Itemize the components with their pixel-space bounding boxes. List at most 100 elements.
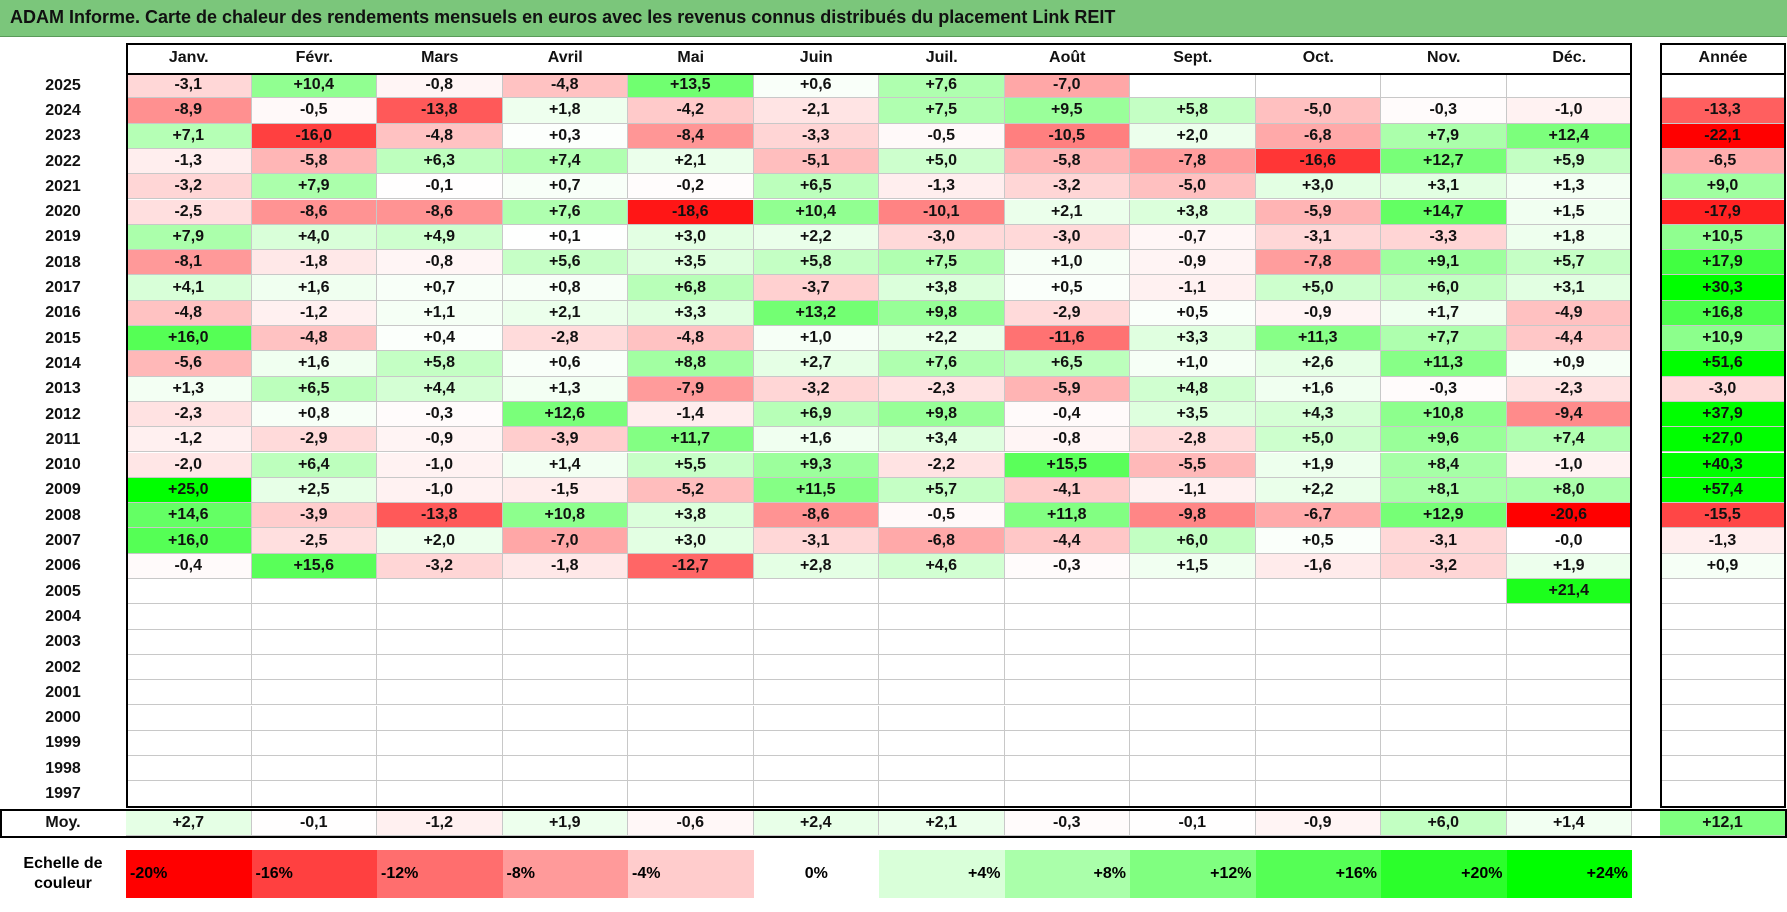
heatmap-cell: +1,1: [377, 300, 503, 326]
heatmap-cell: -1,8: [251, 250, 377, 276]
heatmap-cell: [753, 604, 879, 630]
heatmap-cell: -3,2: [753, 376, 879, 402]
heatmap-cell: [1130, 781, 1256, 807]
heatmap-cell: [628, 680, 754, 706]
heatmap-cell: +2,6: [1255, 351, 1381, 377]
heatmap-cell: +5,7: [879, 477, 1005, 504]
heatmap-cell: +1,6: [1255, 376, 1381, 402]
heatmap-cell: +8,4: [1381, 452, 1507, 478]
heatmap-cell: +6,5: [1004, 351, 1130, 377]
heatmap-cell: [502, 654, 628, 681]
heatmap-cell: -4,4: [1004, 528, 1130, 554]
heatmap-cell: [502, 680, 628, 706]
heatmap-cell: -2,3: [879, 376, 1005, 402]
year-label: 2011: [45, 430, 81, 448]
heatmap-cell: [126, 604, 252, 630]
heatmap-cell: -0,9: [1255, 300, 1381, 326]
year-label: 2013: [45, 380, 81, 398]
heatmap-cell: +11,7: [628, 427, 754, 453]
heatmap-cell: [1130, 654, 1256, 681]
heatmap-cell: [126, 629, 252, 655]
heatmap-cell: [251, 680, 377, 706]
heatmap-cell: -4,8: [251, 326, 377, 352]
month-header: Mai: [677, 49, 705, 66]
heatmap-cell: +16,0: [126, 528, 252, 554]
heatmap-cell: -5,1: [753, 148, 879, 175]
heatmap-cell: -3,2: [126, 174, 252, 200]
heatmap-cell: [251, 654, 377, 681]
heatmap-cell: [1004, 756, 1130, 782]
heatmap-cell: -4,8: [502, 73, 628, 99]
heatmap-cell: -3,1: [753, 528, 879, 554]
heatmap-cell: +0,5: [1004, 275, 1130, 301]
heatmap-cell: [1255, 629, 1381, 655]
month-header: Févr.: [295, 49, 333, 66]
heatmap-cell: +3,5: [1130, 401, 1256, 428]
heatmap-cell: +15,5: [1004, 452, 1130, 478]
heatmap-cell: -3,2: [1381, 553, 1507, 579]
heatmap-cell: [628, 781, 754, 807]
heatmap-cell: [126, 756, 252, 782]
heatmap-cell: -1,6: [1255, 553, 1381, 579]
heatmap-cell: [126, 705, 252, 731]
heatmap-cell: +0,7: [377, 275, 503, 301]
heatmap-cell: [1004, 604, 1130, 630]
heatmap-cell: [126, 680, 252, 706]
year-label: 2025: [45, 76, 81, 94]
heatmap-cell: +2,0: [377, 528, 503, 554]
annual-cell: +40,3: [1660, 452, 1786, 478]
heatmap-cell: -3,9: [251, 503, 377, 529]
color-scale-swatch: -12%: [377, 850, 503, 898]
heatmap-cell: -3,3: [753, 123, 879, 149]
heatmap-cell: +2,0: [1130, 123, 1256, 149]
color-scale-label-line2: couleur: [34, 875, 92, 892]
heatmap-cell: [377, 579, 503, 605]
year-label: 2008: [45, 506, 81, 524]
heatmap-cell: +4,0: [251, 224, 377, 251]
average-cell: -0,9: [1255, 810, 1381, 836]
heatmap-cell: -0,3: [1381, 98, 1507, 124]
heatmap-cell: +5,9: [1506, 148, 1632, 175]
heatmap-cell: +12,7: [1381, 148, 1507, 175]
heatmap-cell: +25,0: [126, 477, 252, 504]
heatmap-cell: -4,8: [377, 123, 503, 149]
color-scale-swatch: +16%: [1255, 850, 1381, 898]
heatmap-cell: [628, 604, 754, 630]
annual-cell: [1660, 654, 1786, 681]
heatmap-cell: +3,1: [1381, 174, 1507, 200]
heatmap-cell: -5,6: [126, 351, 252, 377]
heatmap-cell: +9,6: [1381, 427, 1507, 453]
heatmap-cell: [879, 756, 1005, 782]
average-cell: -1,2: [377, 810, 503, 836]
annual-cell: -15,5: [1660, 503, 1786, 529]
heatmap-cell: -5,8: [1004, 148, 1130, 175]
color-scale-swatch: -16%: [251, 850, 377, 898]
heatmap-cell: +3,8: [879, 275, 1005, 301]
average-label: Moy.: [45, 814, 81, 832]
heatmap-cell: -11,6: [1004, 326, 1130, 352]
heatmap-cell: [1506, 604, 1632, 630]
heatmap-cell: [377, 680, 503, 706]
heatmap-cell: -0,1: [377, 174, 503, 200]
year-label: 1997: [45, 785, 81, 803]
heatmap-cell: [628, 654, 754, 681]
annual-cell: [1660, 604, 1786, 630]
heatmap-cell: [377, 705, 503, 731]
heatmap-cell: +0,9: [1506, 351, 1632, 377]
heatmap-cell: [377, 756, 503, 782]
heatmap-cell: [1506, 781, 1632, 807]
heatmap-cell: -12,7: [628, 553, 754, 579]
annual-cell: -1,3: [1660, 528, 1786, 554]
heatmap-cell: [377, 654, 503, 681]
heatmap-cell: [1004, 730, 1130, 757]
year-label: 2002: [45, 658, 81, 676]
annual-cell: [1660, 705, 1786, 731]
heatmap-cell: [1255, 756, 1381, 782]
heatmap-cell: [1255, 579, 1381, 605]
month-header: Nov.: [1427, 49, 1461, 66]
heatmap-cell: +0,1: [502, 224, 628, 251]
year-label: 2014: [45, 354, 81, 372]
heatmap-cell: +9,1: [1381, 250, 1507, 276]
annual-cell: +57,4: [1660, 477, 1786, 504]
year-label: 2006: [45, 557, 81, 575]
